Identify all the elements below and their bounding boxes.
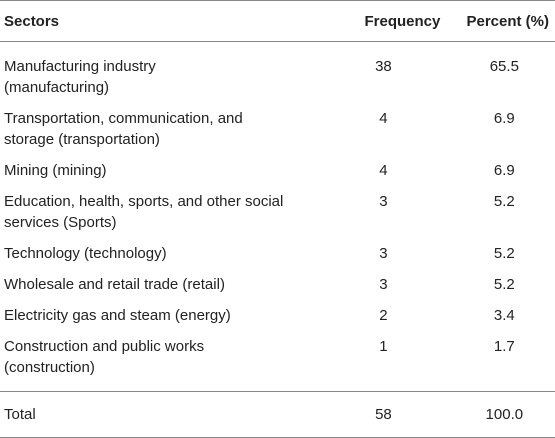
frequency-cell: 3 [379, 245, 388, 262]
table-row: Wholesale and retail trade (retail) 3 5.… [0, 267, 555, 298]
sector-cell: Mining (mining) [4, 162, 107, 179]
frequency-cell: 2 [379, 307, 388, 324]
sector-cell: Construction and public works (construct… [4, 338, 205, 376]
table-body: Manufacturing industry (manufacturing) 3… [0, 42, 555, 438]
table-row: Construction and public works (construct… [0, 329, 555, 392]
table-row: Transportation, communication, and stora… [0, 101, 555, 153]
percent-cell: 5.2 [493, 276, 515, 293]
table-row: Education, health, sports, and other soc… [0, 184, 555, 236]
frequency-cell: 4 [379, 162, 388, 179]
total-row: Total 58 100.0 [0, 391, 555, 438]
percent-cell: 5.2 [493, 245, 515, 262]
header-row: Sectors Frequency Percent (%) [0, 0, 555, 42]
sector-cell: Manufacturing industry (manufacturing) [4, 58, 156, 96]
sector-cell: Transportation, communication, and stora… [4, 110, 243, 148]
table-row: Manufacturing industry (manufacturing) 3… [0, 42, 555, 102]
total-frequency: 58 [313, 391, 454, 438]
table-row: Technology (technology) 3 5.2 [0, 236, 555, 267]
sector-cell: Education, health, sports, and other soc… [4, 193, 284, 231]
sector-cell: Electricity gas and steam (energy) [4, 307, 231, 324]
percent-cell: 6.9 [493, 110, 515, 127]
header-frequency: Frequency [313, 0, 454, 42]
table-row: Mining (mining) 4 6.9 [0, 153, 555, 184]
percent-cell: 65.5 [489, 58, 519, 75]
frequency-cell: 3 [379, 276, 388, 293]
table-row: Electricity gas and steam (energy) 2 3.4 [0, 298, 555, 329]
total-label: Total [0, 391, 314, 438]
table-header: Sectors Frequency Percent (%) [0, 0, 555, 42]
frequency-cell: 38 [375, 58, 392, 75]
total-percent: 100.0 [453, 391, 555, 438]
sector-cell: Technology (technology) [4, 245, 167, 262]
sector-cell: Wholesale and retail trade (retail) [4, 276, 225, 293]
header-sectors: Sectors [0, 0, 314, 42]
header-percent: Percent (%) [453, 0, 555, 42]
percent-cell: 1.7 [493, 338, 515, 355]
frequency-cell: 4 [379, 110, 388, 127]
percent-cell: 6.9 [493, 162, 515, 179]
frequency-cell: 1 [379, 338, 388, 355]
percent-cell: 3.4 [493, 307, 515, 324]
percent-cell: 5.2 [493, 193, 515, 210]
frequency-cell: 3 [379, 193, 388, 210]
